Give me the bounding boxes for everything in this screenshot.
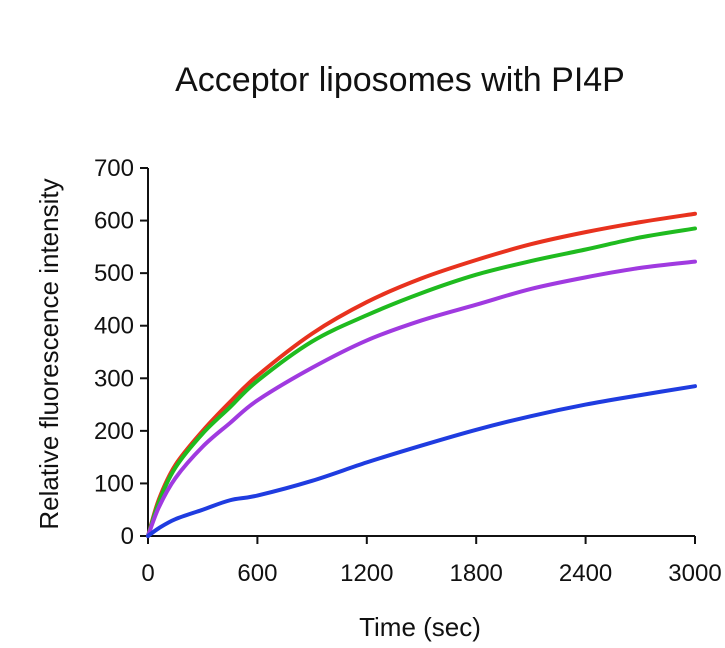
series-line-4 xyxy=(146,384,697,538)
series-line-2 xyxy=(146,226,697,538)
y-tick-label: 600 xyxy=(94,208,134,235)
chart-title: Acceptor liposomes with PI4P xyxy=(175,61,625,99)
series-group xyxy=(146,211,697,538)
y-tick-label: 500 xyxy=(94,260,134,287)
x-axis-label: Time (sec) xyxy=(359,612,481,642)
y-tick-label: 300 xyxy=(94,365,134,392)
x-tick-label: 2400 xyxy=(559,560,612,587)
y-tick-label: 0 xyxy=(121,523,134,550)
x-tick-label: 1200 xyxy=(340,560,393,587)
x-tick-label: 1800 xyxy=(450,560,503,587)
series-line-1 xyxy=(146,211,697,538)
x-tick-label: 600 xyxy=(237,560,277,587)
y-axis-label: Relative fluorescence intensity xyxy=(34,178,64,529)
x-tick-label: 3000 xyxy=(668,560,721,587)
axes xyxy=(140,168,695,544)
y-tick-label: 200 xyxy=(94,418,134,445)
tick-group: 0 100 200 300 400 500 600 700 0 600 1200 1800 2400 30… xyxy=(94,155,722,587)
y-tick-label: 700 xyxy=(94,155,134,182)
x-tick-label: 0 xyxy=(141,560,154,587)
y-tick-label: 100 xyxy=(94,470,134,497)
series-line-3 xyxy=(146,259,697,538)
y-tick-label: 400 xyxy=(94,313,134,340)
